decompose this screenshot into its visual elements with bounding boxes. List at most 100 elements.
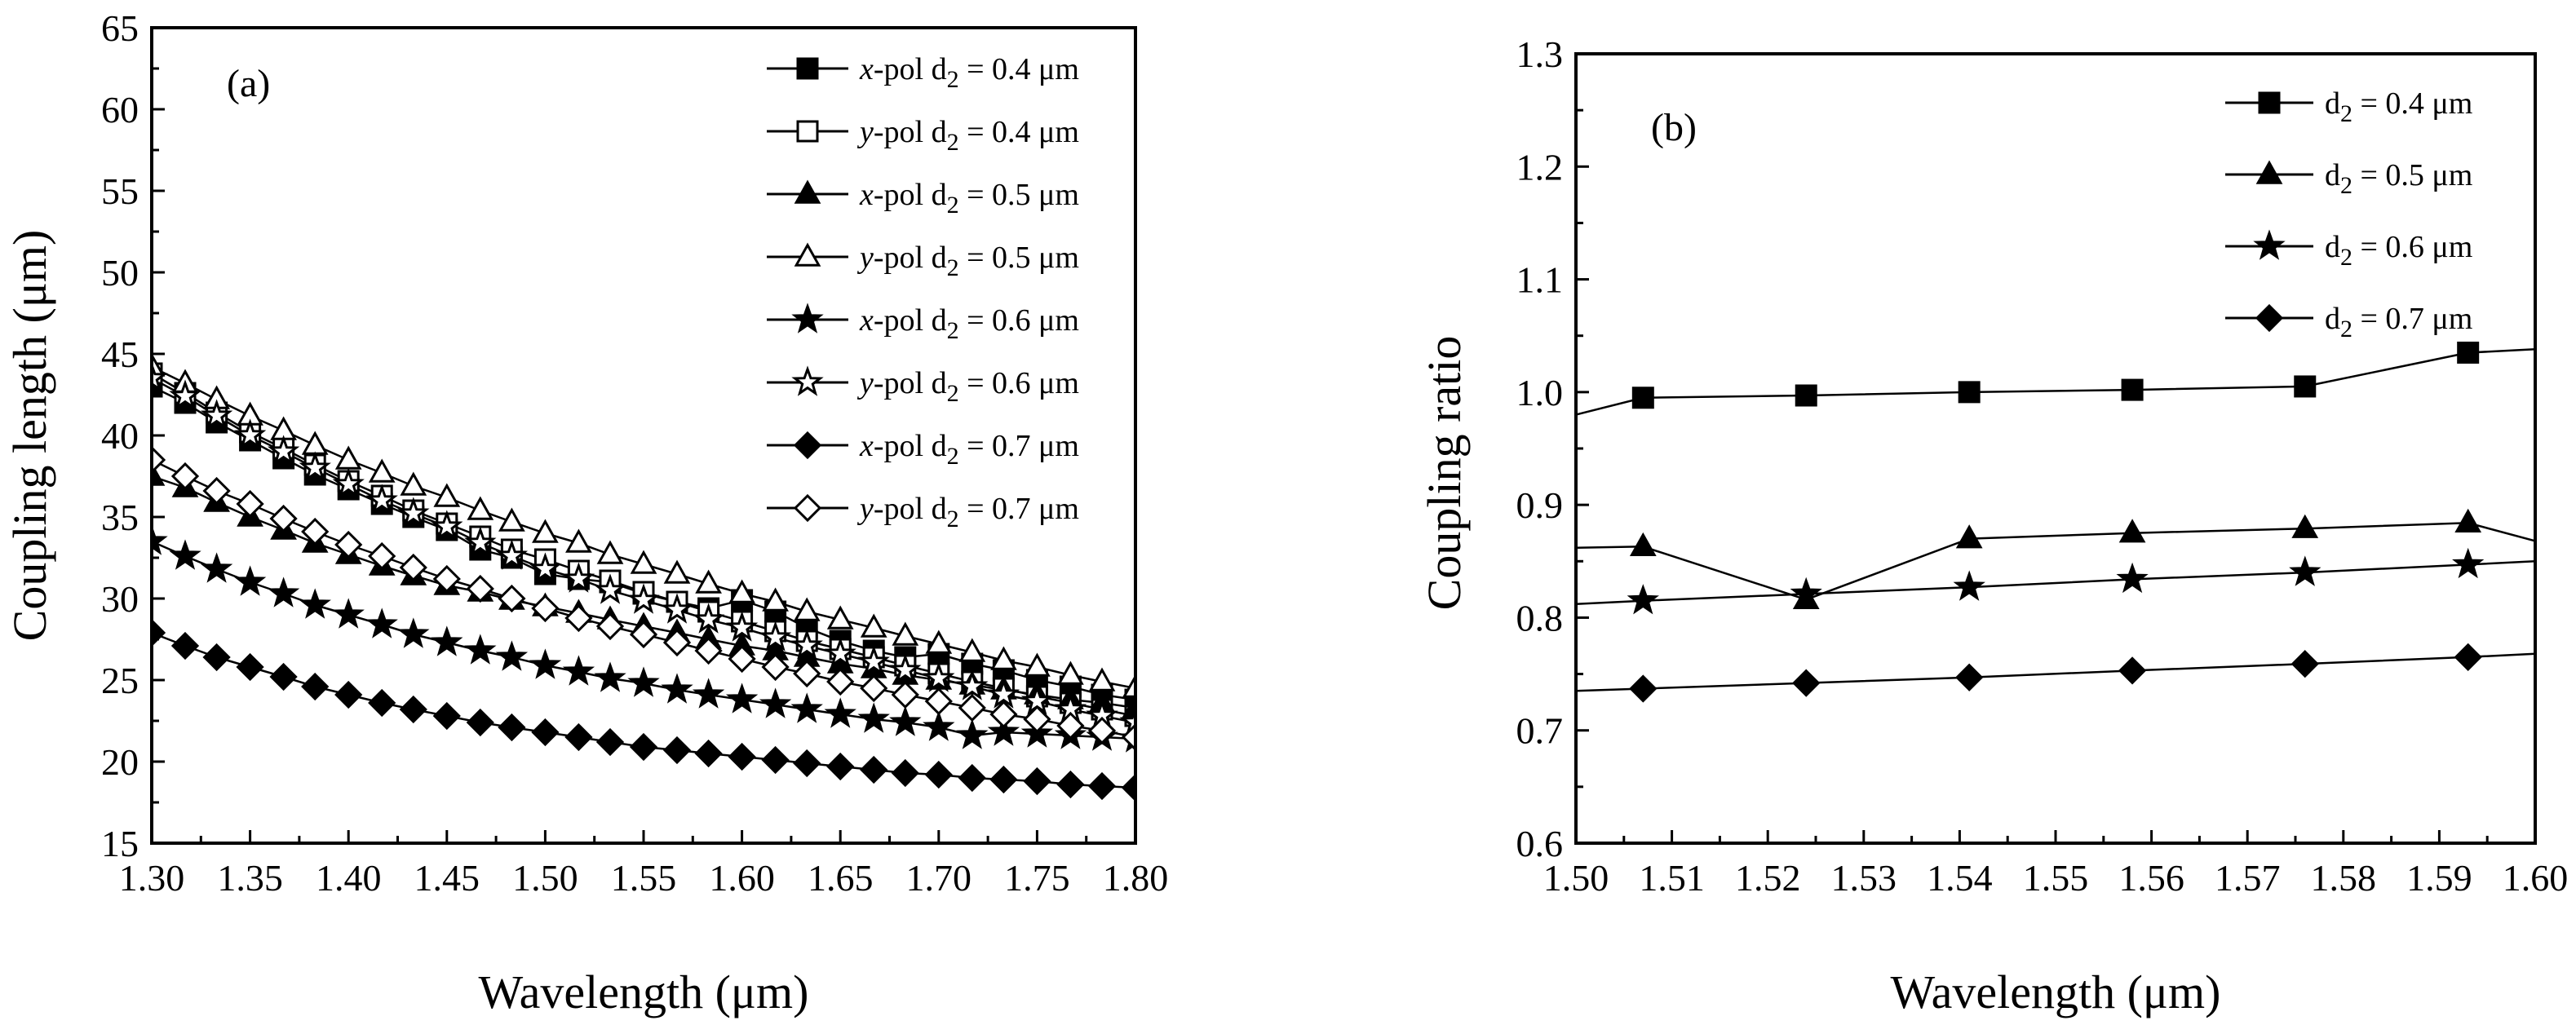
data-point <box>399 553 427 582</box>
panel-b-label: (b) <box>1651 106 1697 149</box>
data-point <box>2454 643 2482 671</box>
panel-b-legend: d2 = 0.4 μm d2 = 0.5 μm d2 = 0.6 μm d2 = 0.… <box>2225 86 2472 342</box>
data-point <box>202 476 231 506</box>
x-tick-label: 1.59 <box>2406 857 2472 899</box>
data-point <box>924 760 953 789</box>
data-point <box>464 634 497 665</box>
legend-marker <box>796 120 819 143</box>
data-point <box>152 524 168 555</box>
y-tick-label: 1.3 <box>1516 33 1564 75</box>
data-point <box>1121 773 1135 802</box>
x-tick-label: 1.55 <box>611 857 677 899</box>
data-point <box>889 653 922 684</box>
data-point <box>662 628 692 657</box>
data-point <box>532 519 559 543</box>
data-point <box>1056 770 1085 799</box>
data-point <box>431 510 463 541</box>
data-point <box>233 418 267 449</box>
data-point <box>562 655 595 686</box>
data-point <box>564 603 593 633</box>
data-point <box>2452 547 2485 579</box>
data-point <box>1790 577 1822 608</box>
data-point <box>759 687 792 718</box>
data-point <box>433 483 461 507</box>
legend-entry-label: d2 = 0.6 μm <box>2325 230 2472 271</box>
data-point <box>531 718 560 747</box>
x-tick-label: 1.40 <box>316 857 382 899</box>
data-point <box>892 621 919 646</box>
data-point <box>152 445 166 475</box>
data-point <box>299 588 331 619</box>
data-point <box>432 564 461 594</box>
data-point <box>2289 555 2321 586</box>
legend-entry-label: y-pol d2 = 0.7 μm <box>856 492 1079 532</box>
data-point <box>2118 656 2147 685</box>
x-tick-label: 1.56 <box>2118 857 2184 899</box>
data-point <box>759 621 792 652</box>
data-point <box>2294 375 2317 398</box>
data-point <box>332 467 365 498</box>
data-point <box>790 692 823 723</box>
data-point <box>2454 508 2482 532</box>
x-tick-label: 1.65 <box>808 857 874 899</box>
data-point <box>1627 584 1659 615</box>
panel-a-plot-frame <box>150 26 1137 845</box>
legend-entry-label: y-pol d2 = 0.4 μm <box>856 115 1079 156</box>
data-point <box>301 431 329 455</box>
data-point <box>368 458 396 483</box>
x-tick-label: 1.70 <box>906 857 972 899</box>
data-point <box>169 379 201 410</box>
data-point <box>233 565 267 596</box>
legend-marker <box>794 179 821 204</box>
data-point <box>762 587 789 612</box>
legend-marker <box>794 242 821 267</box>
data-point <box>596 540 624 564</box>
legend-entry-label: d2 = 0.4 μm <box>2325 86 2472 127</box>
data-point <box>1629 532 1657 557</box>
panel-a-x-axis-label: Wavelength (μm) <box>479 965 809 1018</box>
data-point <box>1122 693 1135 718</box>
data-point <box>661 673 693 704</box>
data-point <box>630 550 657 574</box>
x-tick-label: 1.54 <box>1927 857 1993 899</box>
data-point <box>562 562 595 593</box>
data-point <box>236 652 264 682</box>
data-point <box>397 617 430 648</box>
legend-entry-label: x-pol d2 = 0.7 μm <box>859 429 1079 470</box>
data-point <box>923 710 955 741</box>
data-point <box>1958 381 1981 404</box>
data-point <box>332 598 365 629</box>
data-point <box>565 528 592 553</box>
data-point <box>236 489 264 519</box>
panel-b-plot-frame <box>1574 52 2537 845</box>
legend-marker <box>2253 229 2286 260</box>
x-tick-label: 1.50 <box>512 857 578 899</box>
data-point <box>826 667 855 696</box>
data-point <box>498 507 525 532</box>
panel-a-ticks: 1.30 1.35 1.40 1.45 1.50 1.55 1.60 1.65 1.70 1.75… <box>101 7 1168 899</box>
data-point <box>857 702 890 733</box>
data-point <box>924 687 953 716</box>
y-tick-label: 55 <box>101 170 139 212</box>
legend-marker <box>791 365 824 396</box>
data-point <box>860 613 887 638</box>
data-point <box>467 496 494 520</box>
data-point <box>299 451 331 482</box>
data-point <box>958 763 986 793</box>
data-point <box>498 713 526 742</box>
data-point <box>200 399 233 430</box>
data-point <box>824 637 856 668</box>
data-point <box>891 680 919 709</box>
data-point <box>761 652 790 682</box>
data-point <box>1024 652 1051 677</box>
data-point <box>692 678 725 709</box>
data-point <box>495 539 529 570</box>
data-point <box>857 645 890 676</box>
data-point <box>1087 716 1117 745</box>
y-tick-label: 20 <box>101 741 139 783</box>
y-tick-label: 45 <box>101 334 139 375</box>
y-tick-label: 60 <box>101 89 139 130</box>
legend-marker <box>793 493 822 523</box>
data-point <box>728 742 756 771</box>
